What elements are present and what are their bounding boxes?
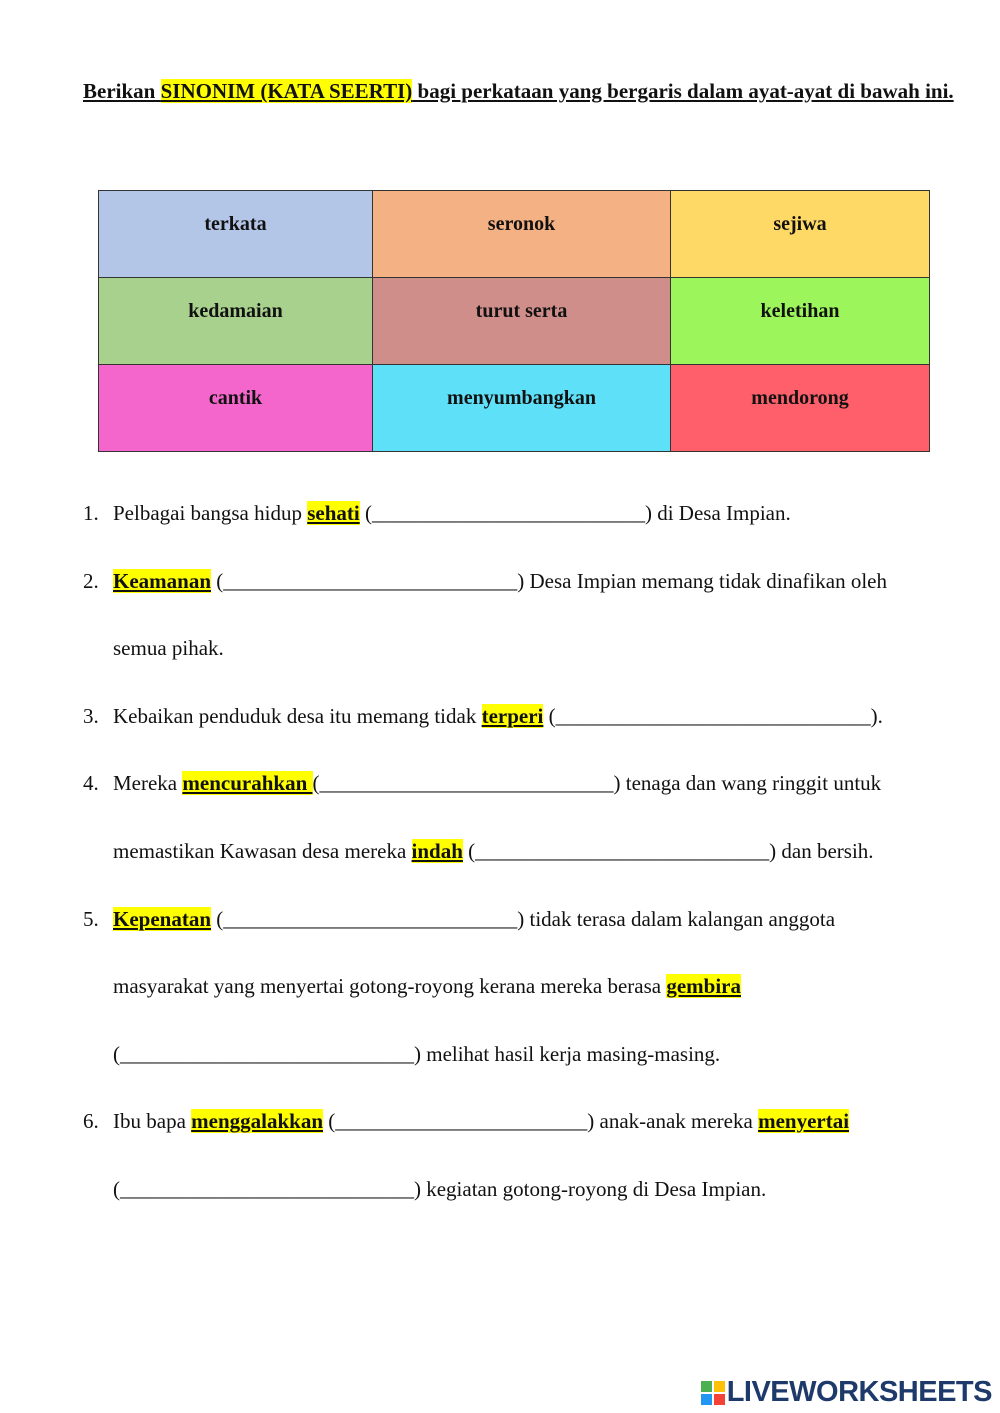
instruction: Berikan SINONIM (KATA SEERTI) bagi perka… (83, 76, 958, 106)
text: Ibu bapa (113, 1109, 192, 1134)
text: memastikan Kawasan desa mereka (113, 839, 412, 863)
word-cell: sejiwa (670, 190, 930, 278)
highlighted-word: menggalakkan (191, 1109, 324, 1134)
question-line: Kepenatan (____________________________)… (113, 906, 835, 932)
text: semua pihak. (113, 636, 224, 661)
word-bank: terkata seronok sejiwa kedamaian turut serta… (98, 190, 930, 452)
word-row: terkata seronok sejiwa (98, 190, 930, 278)
text: (______________________________). (543, 703, 883, 728)
text: (____________________________) tidak ter… (211, 906, 836, 931)
word-row: kedamaian turut serta keletihan (98, 277, 930, 365)
question-line: (____________________________) melihat h… (113, 1041, 720, 1067)
text: (____________________________) tenaga da… (312, 771, 882, 796)
question-line: Ibu bapa menggalakkan (_________________… (113, 1108, 850, 1134)
highlighted-word: indah (411, 839, 463, 863)
word-cell: mendorong (670, 364, 930, 452)
text: (________________________) anak-anak mer… (323, 1109, 759, 1134)
question-number: 4. (83, 771, 99, 796)
logo: LIVEWORKSHEETS (700, 1376, 993, 1409)
text: (____________________________) kegiatan … (113, 1177, 767, 1201)
word-cell: seronok (372, 190, 671, 278)
text: (____________________________) Desa Impi… (211, 568, 887, 593)
question-line: Mereka mencurahkan (____________________… (113, 770, 881, 796)
word-cell: terkata (98, 190, 373, 278)
text: Mereka (113, 771, 183, 796)
highlighted-word: Kepenatan (113, 906, 212, 931)
word-cell: kedamaian (98, 277, 373, 365)
word-cell: menyumbangkan (372, 364, 671, 452)
highlighted-word: menyertai (758, 1109, 850, 1134)
question-number: 1. (83, 501, 99, 525)
text: (__________________________) di Desa Imp… (359, 501, 791, 525)
text: Kebaikan penduduk desa itu memang tidak (113, 703, 482, 728)
highlighted-word: Keamanan (113, 568, 212, 593)
highlighted-word: mencurahkan (182, 771, 313, 796)
word-cell: keletihan (670, 277, 930, 365)
logo-text: LIVEWORKSHEETS (726, 1376, 993, 1408)
question-line: (____________________________) kegiatan … (113, 1176, 766, 1202)
question-number: 3. (83, 703, 99, 728)
text: masyarakat yang menyertai gotong-royong … (113, 974, 667, 999)
question-line: Keamanan (____________________________) … (113, 568, 887, 594)
logo-icon (700, 1380, 725, 1405)
word-cell: turut serta (372, 277, 671, 365)
text: (____________________________) melihat h… (113, 1041, 721, 1066)
question-line: memastikan Kawasan desa mereka indah (__… (113, 838, 874, 864)
word-row: cantik menyumbangkan mendorong (98, 364, 930, 452)
text: (____________________________) dan bersi… (462, 839, 874, 863)
question-line: semua pihak. (113, 635, 224, 661)
question-line: Pelbagai bangsa hidup sehati (__________… (113, 500, 791, 526)
question-number: 2. (83, 568, 99, 593)
highlighted-word: SINONIM (KATA SEERTI) (160, 79, 413, 103)
question-number: 5. (83, 906, 99, 931)
text: bagi perkataan yang bergaris dalam ayat-… (412, 79, 954, 103)
text: Berikan (83, 79, 161, 103)
question-number: 6. (83, 1109, 99, 1134)
highlighted-word: terperi (481, 703, 544, 728)
question-line: Kebaikan penduduk desa itu memang tidak … (113, 703, 883, 729)
question-line: masyarakat yang menyertai gotong-royong … (113, 973, 741, 999)
text: Pelbagai bangsa hidup (113, 501, 308, 525)
highlighted-word: sehati (307, 501, 360, 525)
word-cell: cantik (98, 364, 373, 452)
highlighted-word: gembira (666, 974, 741, 999)
